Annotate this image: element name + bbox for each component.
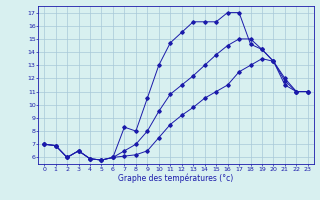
X-axis label: Graphe des températures (°c): Graphe des températures (°c) bbox=[118, 173, 234, 183]
